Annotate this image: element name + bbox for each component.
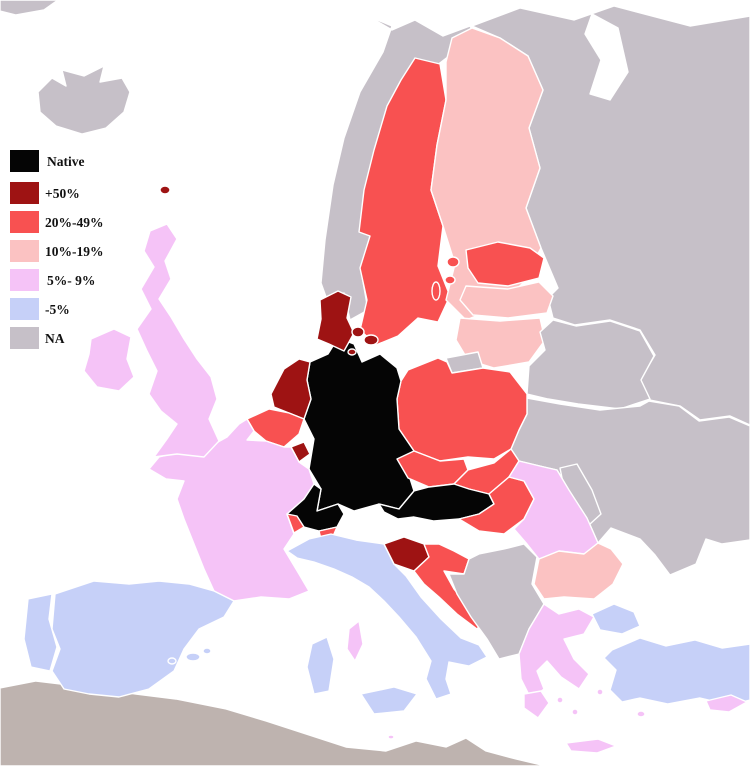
aegean-island-1: [556, 696, 564, 704]
country-poland: [396, 357, 528, 462]
country-netherlands: [270, 358, 312, 420]
region-western-balkans: [448, 543, 545, 660]
island-hiiumaa: [444, 275, 456, 285]
country-iceland: [37, 65, 131, 135]
legend-swatch-native: [10, 150, 39, 172]
island-sardinia: [306, 636, 335, 695]
island-malta: [387, 734, 395, 740]
faroe-islands-dot: [159, 185, 171, 195]
country-ireland: [83, 328, 135, 392]
legend-label-na: NA: [45, 331, 65, 346]
country-france: [148, 418, 315, 602]
country-estonia: [465, 241, 545, 287]
legend-swatch-p10-19: [10, 240, 39, 262]
country-united-kingdom: [136, 223, 220, 458]
island-funen: [351, 326, 365, 338]
legend-label-native: Native: [47, 154, 85, 169]
legend-label-p10-19: 10%-19%: [45, 244, 104, 259]
aegean-island-2: [571, 708, 579, 716]
country-turkey: [603, 637, 750, 706]
island-corsica: [346, 620, 364, 662]
legend-label-p50: +50%: [45, 186, 80, 201]
country-portugal: [23, 593, 58, 672]
country-belarus: [526, 319, 655, 410]
white-sea: [584, 13, 629, 101]
country-belgium: [246, 408, 305, 448]
legend-swatch-p20-49: [10, 211, 39, 233]
island-gotland: [431, 281, 441, 301]
country-spain: [51, 580, 235, 698]
legend-swatch-p5-9: [10, 269, 39, 291]
island-crete: [565, 738, 617, 754]
island-rhodes: [636, 710, 646, 718]
region-switzerland-romandy: [286, 513, 305, 534]
country-greece: [518, 603, 595, 700]
country-bulgaria: [533, 542, 624, 600]
island-menorca: [202, 647, 212, 655]
legend: Native +50% 20%-49% 10%-19% 5%- 9% -5% N…: [10, 150, 104, 349]
region-peloponnese: [523, 690, 550, 719]
region-greenland-corner: [0, 0, 59, 16]
legend-swatch-m5: [10, 298, 39, 320]
island-saaremaa: [446, 256, 460, 268]
island-ibiza: [167, 657, 177, 665]
region-turkey-european: [591, 603, 641, 635]
island-cyprus: [705, 694, 748, 713]
country-denmark: [316, 290, 355, 352]
legend-label-p5-9: 5%- 9%: [47, 273, 95, 288]
legend-swatch-na: [10, 327, 39, 349]
island-lolland: [347, 348, 357, 356]
island-mallorca: [185, 652, 201, 662]
legend-swatch-p50: [10, 182, 39, 204]
island-sicily: [360, 686, 418, 715]
island-zealand: [363, 334, 379, 346]
aegean-island-3: [596, 688, 604, 696]
country-latvia: [459, 281, 554, 319]
legend-label-m5: -5%: [45, 302, 70, 317]
legend-label-p20-49: 20%-49%: [45, 215, 104, 230]
